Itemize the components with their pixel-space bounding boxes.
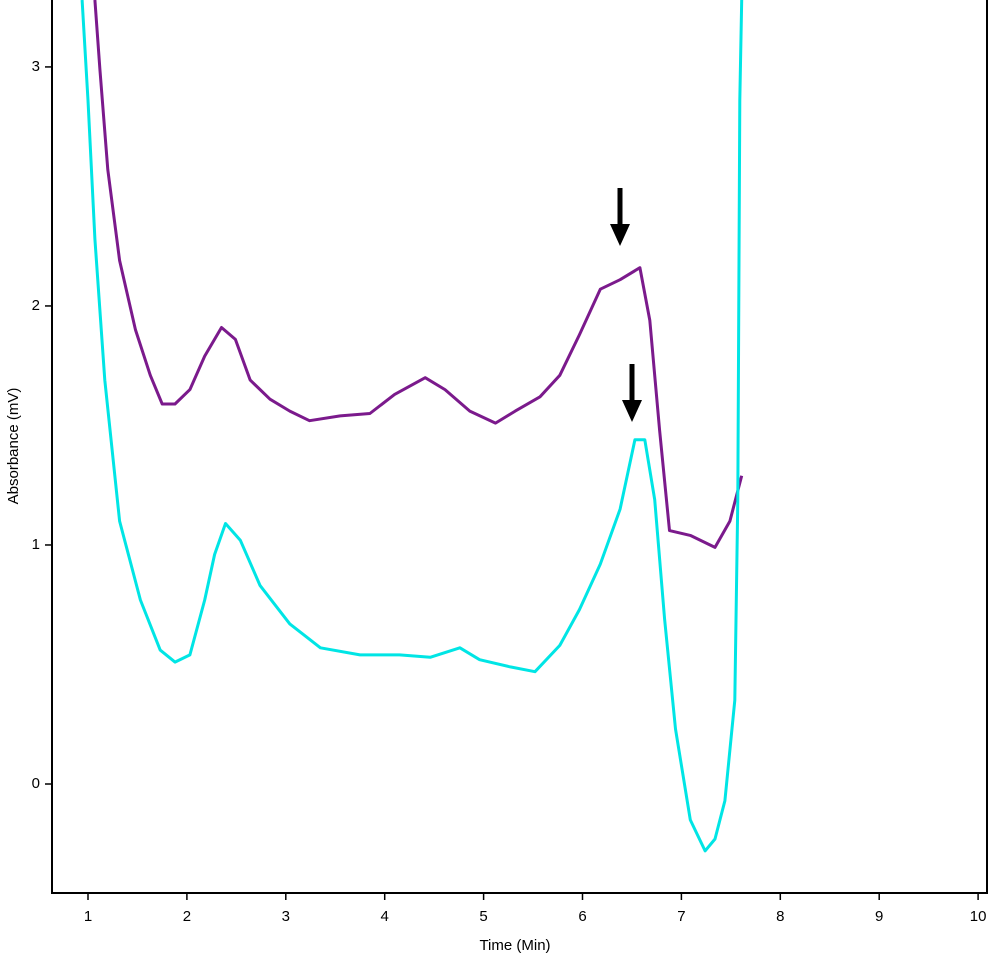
x-tick-label: 8 xyxy=(776,908,784,925)
x-tick-label: 10 xyxy=(970,908,987,925)
x-tick-label: 9 xyxy=(875,908,883,925)
data-line xyxy=(80,0,744,853)
y-tick-label: 1 xyxy=(32,536,40,553)
y-tick-label: 3 xyxy=(32,58,40,75)
plot-frame xyxy=(51,0,988,894)
x-tick-label: 3 xyxy=(282,908,290,925)
x-tick-label: 2 xyxy=(183,908,191,925)
y-tick-label: 2 xyxy=(32,297,40,314)
x-tick-label: 5 xyxy=(479,908,487,925)
x-tick-label: 1 xyxy=(84,908,92,925)
x-axis-label: Time (Min) xyxy=(479,937,550,954)
x-tick-label: 4 xyxy=(381,908,389,925)
y-axis-label: Absorbance (mV) xyxy=(5,388,22,505)
x-tick-label: 6 xyxy=(578,908,586,925)
arrow xyxy=(610,188,630,246)
x-tick-label: 7 xyxy=(677,908,685,925)
plot-area xyxy=(80,0,744,853)
data-line xyxy=(93,0,744,549)
y-tick-label: 0 xyxy=(32,775,40,792)
arrow xyxy=(622,364,642,422)
